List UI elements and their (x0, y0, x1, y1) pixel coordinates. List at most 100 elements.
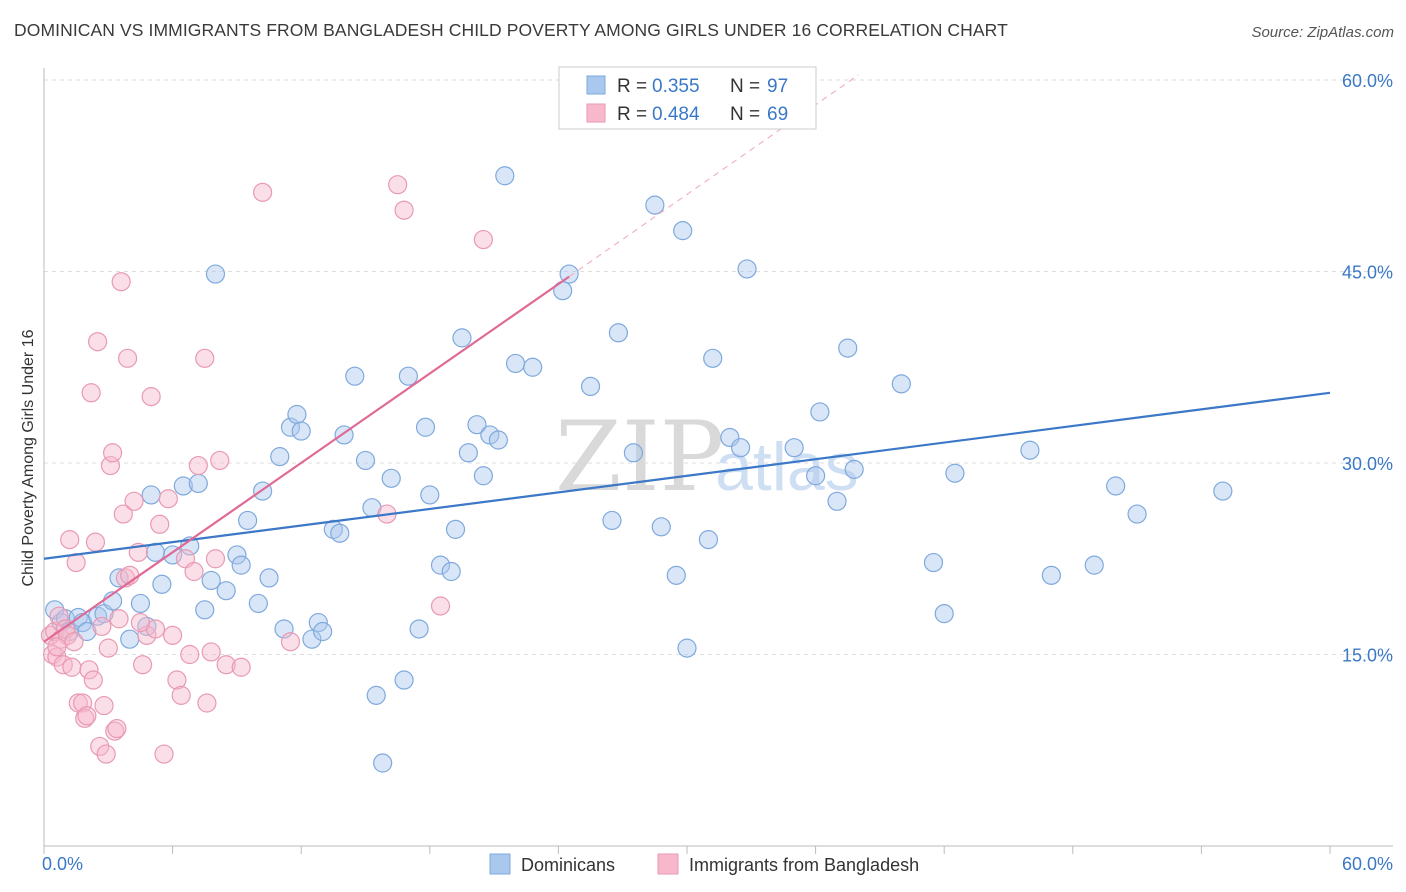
point-dominicans (381, 468, 401, 488)
point-dominicans (458, 443, 478, 463)
point-dominicans (1020, 440, 1040, 460)
point-dominicans (398, 366, 418, 386)
point-bangladesh (102, 443, 123, 463)
point-bangladesh (205, 549, 226, 569)
bottom-legend: Dominicans Immigrants from Bangladesh (489, 853, 919, 875)
point-bangladesh (81, 383, 101, 403)
point-dominicans (355, 450, 376, 471)
point-bangladesh (94, 695, 114, 716)
point-bangladesh (201, 642, 221, 662)
point-dominicans (313, 621, 333, 642)
point-dominicans (602, 510, 622, 531)
legend-r-label-1: R = (617, 76, 647, 97)
point-dominicans (784, 438, 804, 458)
point-dominicans (130, 593, 151, 614)
point-bangladesh (72, 693, 93, 713)
point-bangladesh (253, 182, 273, 202)
point-bangladesh (87, 332, 108, 352)
point-dominicans (623, 443, 644, 463)
point-dominicans (523, 357, 543, 377)
point-bangladesh (216, 655, 236, 675)
point-bangladesh (90, 736, 110, 757)
point-dominicans (373, 753, 393, 773)
point-dominicans (488, 430, 508, 450)
trend-line-dominicans (43, 391, 1331, 560)
point-bangladesh (75, 708, 95, 728)
point-dominicans (259, 568, 279, 588)
point-dominicans (844, 459, 864, 479)
point-dominicans (1041, 565, 1061, 585)
point-bangladesh (180, 644, 200, 665)
point-dominicans (441, 561, 461, 582)
point-bangladesh (167, 670, 187, 690)
point-bangladesh (430, 596, 451, 616)
point-dominicans (415, 417, 436, 437)
legend-n-label-1: N = (730, 76, 760, 97)
point-dominicans (608, 323, 629, 343)
point-dominicans (703, 348, 723, 368)
point-dominicans (1127, 504, 1147, 524)
point-dominicans (677, 638, 697, 658)
watermark-zip: ZIP (555, 401, 724, 513)
point-bangladesh (64, 632, 84, 652)
bottom-legend-swatch-bangladesh (657, 853, 679, 875)
point-bangladesh (188, 455, 208, 476)
y-axis-label: Child Poverty Among Girls Under 16 (20, 329, 37, 586)
x-tick-labels: 0.0% 60.0% (42, 854, 1393, 874)
point-dominicans (1084, 555, 1104, 575)
legend-n-value-2: 69 (767, 104, 788, 125)
point-dominicans (188, 473, 208, 494)
point-dominicans (409, 619, 429, 639)
point-bangladesh (132, 655, 153, 675)
y-tick-label: 15.0% (1342, 646, 1393, 666)
legend-swatch-bangladesh (586, 103, 606, 123)
point-bangladesh (197, 693, 217, 713)
point-bangladesh (150, 514, 170, 534)
point-bangladesh (163, 625, 183, 645)
point-dominicans (345, 366, 365, 386)
point-bangladesh (388, 175, 408, 195)
bottom-legend-label-dominicans: Dominicans (521, 855, 615, 875)
legend-n-value-1: 97 (767, 76, 788, 97)
point-dominicans (430, 555, 451, 575)
point-bangladesh (77, 706, 97, 726)
point-dominicans (730, 438, 751, 458)
y-tick-label: 30.0% (1342, 454, 1393, 474)
point-bangladesh (473, 229, 493, 250)
series-dominicans (45, 166, 1233, 773)
y-tick-label: 60.0% (1342, 71, 1393, 91)
point-dominicans (231, 555, 251, 575)
point-dominicans (838, 338, 858, 358)
point-dominicans (291, 421, 311, 441)
legend-n-label-2: N = (730, 104, 760, 125)
point-dominicans (120, 629, 140, 649)
trend-line-bangladesh (43, 275, 570, 643)
trend-lines (43, 74, 1331, 643)
point-bangladesh (184, 561, 204, 582)
point-dominicans (141, 485, 161, 505)
point-bangladesh (79, 660, 99, 680)
legend-swatch-dominicans (586, 75, 606, 95)
source-label: Source: ZipAtlas.com (1251, 24, 1394, 41)
point-dominicans (302, 629, 322, 649)
point-dominicans (810, 402, 830, 422)
point-dominicans (467, 415, 487, 435)
point-dominicans (473, 466, 493, 486)
point-dominicans (77, 621, 97, 642)
point-bangladesh (158, 489, 178, 509)
point-dominicans (238, 510, 258, 531)
trend-extension-bangladesh (568, 74, 859, 278)
chart-title: DOMINICAN VS IMMIGRANTS FROM BANGLADESH … (14, 20, 1008, 40)
point-dominicans (580, 376, 601, 396)
point-dominicans (227, 545, 247, 565)
point-dominicans (248, 593, 268, 614)
point-dominicans (1213, 481, 1233, 501)
point-dominicans (201, 570, 221, 591)
point-dominicans (651, 517, 671, 537)
bottom-legend-label-bangladesh: Immigrants from Bangladesh (689, 855, 919, 875)
legend-r-value-2: 0.484 (652, 104, 700, 125)
point-dominicans (452, 328, 472, 348)
point-dominicans (152, 574, 172, 594)
point-dominicans (805, 466, 826, 486)
